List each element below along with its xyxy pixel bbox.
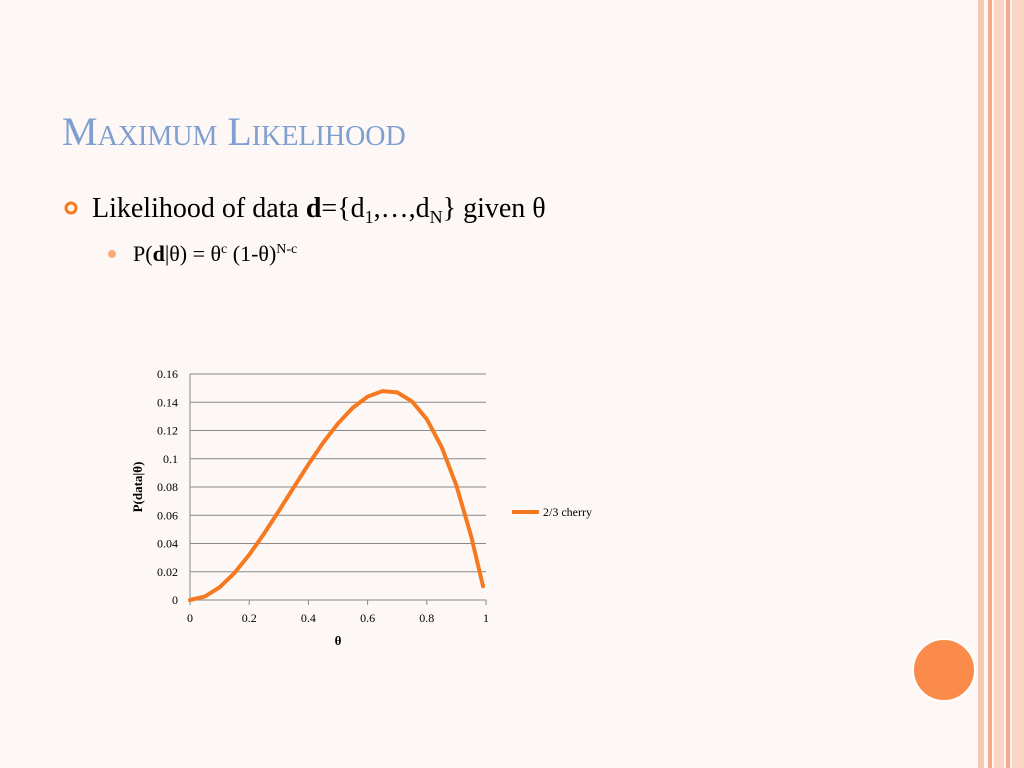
legend-label: 2/3 cherry (543, 505, 592, 519)
border-stripe (988, 0, 992, 768)
x-tick-label: 0.6 (360, 611, 375, 625)
superscript: N-c (276, 242, 297, 257)
text: Likelihood of data (92, 193, 306, 224)
text: d (306, 193, 322, 224)
x-tick-label: 0.8 (419, 611, 434, 625)
y-tick-label: 0.06 (157, 508, 178, 522)
y-tick-label: 0.04 (157, 537, 178, 551)
text: P( (133, 241, 153, 266)
y-tick-label: 0.12 (157, 424, 178, 438)
bullet-text: P(d|θ) = θc (1-θ)N-c (133, 241, 297, 266)
text: ,…,d (374, 193, 430, 224)
y-axis-title: P(data|θ) (130, 462, 145, 513)
x-tick-label: 0.4 (301, 611, 316, 625)
x-tick-label: 0.2 (242, 611, 257, 625)
superscript: c (221, 242, 227, 257)
text: } given θ (443, 193, 546, 224)
bullet-text: Likelihood of data d={d1,…,dN} given θ (92, 193, 546, 227)
decor-circle (912, 638, 976, 702)
y-tick-label: 0.08 (157, 480, 178, 494)
x-tick-label: 1 (483, 611, 489, 625)
y-tick-label: 0.16 (157, 367, 178, 381)
bullet-marker (64, 201, 78, 215)
slide-title: Maximum Likelihood (62, 109, 406, 154)
border-stripe (1012, 0, 1024, 768)
border-stripe (994, 0, 1004, 768)
text: (1-θ) (227, 241, 276, 266)
subscript: N (430, 207, 443, 227)
chart: 0 0.02 0.04 0.06 0.08 0.1 0.12 0.14 0.16 0 0.2 0.4 0… (130, 367, 592, 648)
text: d (153, 241, 165, 266)
y-tick-label: 0.02 (157, 565, 178, 579)
text: ={d (321, 193, 364, 224)
text: |θ) = θ (165, 241, 221, 266)
y-tick-label: 0.1 (163, 452, 178, 466)
data-line (188, 389, 486, 602)
x-tick-label: 0 (187, 611, 193, 625)
subscript: 1 (365, 207, 374, 227)
y-tick-label: 0.14 (157, 395, 178, 409)
bullet-marker (108, 250, 116, 258)
border-stripe (1006, 0, 1010, 768)
y-tick-label: 0 (172, 593, 178, 607)
x-axis-title: θ (335, 633, 342, 648)
border-stripe (978, 0, 984, 768)
